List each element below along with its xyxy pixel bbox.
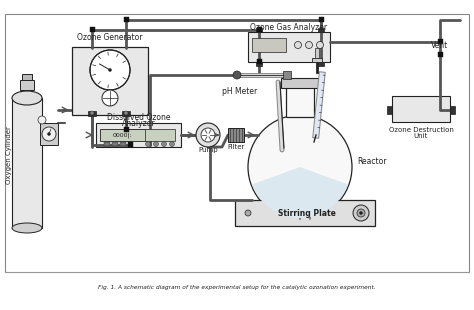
Text: Vent: Vent [431,41,448,50]
Bar [40,123,58,145]
Text: Ozone Gas Analyzer: Ozone Gas Analyzer [250,23,328,32]
Bar [438,52,443,57]
Text: Ozone Destruction: Ozone Destruction [389,127,454,133]
Circle shape [90,111,94,115]
Bar [112,142,118,146]
Text: Fig. 1. A schematic diagram of the experimental setup for the catalytic ozonatio: Fig. 1. A schematic diagram of the exper… [98,286,376,290]
Text: Analyzer: Analyzer [122,118,156,127]
Bar [145,129,175,141]
Bar [256,28,262,32]
Bar [104,142,110,146]
Bar [124,127,129,132]
Bar [252,38,286,52]
Bar [392,96,450,122]
Bar [257,27,262,32]
Text: Filter: Filter [228,144,245,150]
Circle shape [294,42,301,48]
Bar [128,142,133,147]
Bar [12,98,42,228]
Circle shape [47,132,51,135]
Circle shape [42,127,56,141]
Bar [248,32,330,62]
Wedge shape [252,167,348,218]
Bar [286,81,314,117]
Circle shape [201,128,215,142]
Text: Pump: Pump [198,147,218,153]
Circle shape [90,50,130,90]
Bar [228,128,244,142]
Bar [256,62,262,66]
Bar [387,106,392,114]
Bar [72,47,148,115]
Text: Ozone Generator: Ozone Generator [77,33,143,42]
Bar [90,27,95,32]
Circle shape [248,115,352,219]
Bar [20,80,34,90]
Circle shape [317,42,323,48]
Bar [450,106,455,114]
Circle shape [154,141,158,147]
Bar [88,111,96,116]
Bar [100,129,146,141]
Bar [318,62,324,66]
Circle shape [196,123,220,147]
Circle shape [245,210,251,216]
Bar [257,59,262,64]
Circle shape [357,209,365,217]
Text: Oxygen Cylinder: Oxygen Cylinder [6,126,12,184]
Ellipse shape [12,91,42,105]
Bar [319,17,324,22]
Bar [315,48,319,58]
Bar [281,78,319,88]
Circle shape [170,141,174,147]
Bar [318,28,324,32]
Circle shape [124,111,128,115]
Bar [120,142,126,146]
Circle shape [109,69,111,72]
Bar [235,200,375,226]
Circle shape [233,71,241,79]
Circle shape [359,211,363,215]
Text: Dissolved Ozone: Dissolved Ozone [107,113,171,122]
Bar [312,58,322,62]
Text: Stirring Plate: Stirring Plate [278,209,336,218]
Bar [96,123,181,147]
Bar [124,17,129,22]
Circle shape [146,141,151,147]
Bar [438,39,443,44]
Circle shape [162,141,166,147]
Bar [122,111,130,116]
Circle shape [38,116,46,124]
Bar [283,71,291,79]
Ellipse shape [12,223,42,233]
Bar [5,14,469,272]
Text: Unit: Unit [414,133,428,139]
Circle shape [353,205,369,221]
Text: pH Meter: pH Meter [222,87,257,96]
Circle shape [102,90,118,106]
Circle shape [306,42,312,48]
Text: Reactor: Reactor [357,157,386,166]
Bar [22,74,32,80]
Text: 0000|:: 0000|: [113,132,133,138]
